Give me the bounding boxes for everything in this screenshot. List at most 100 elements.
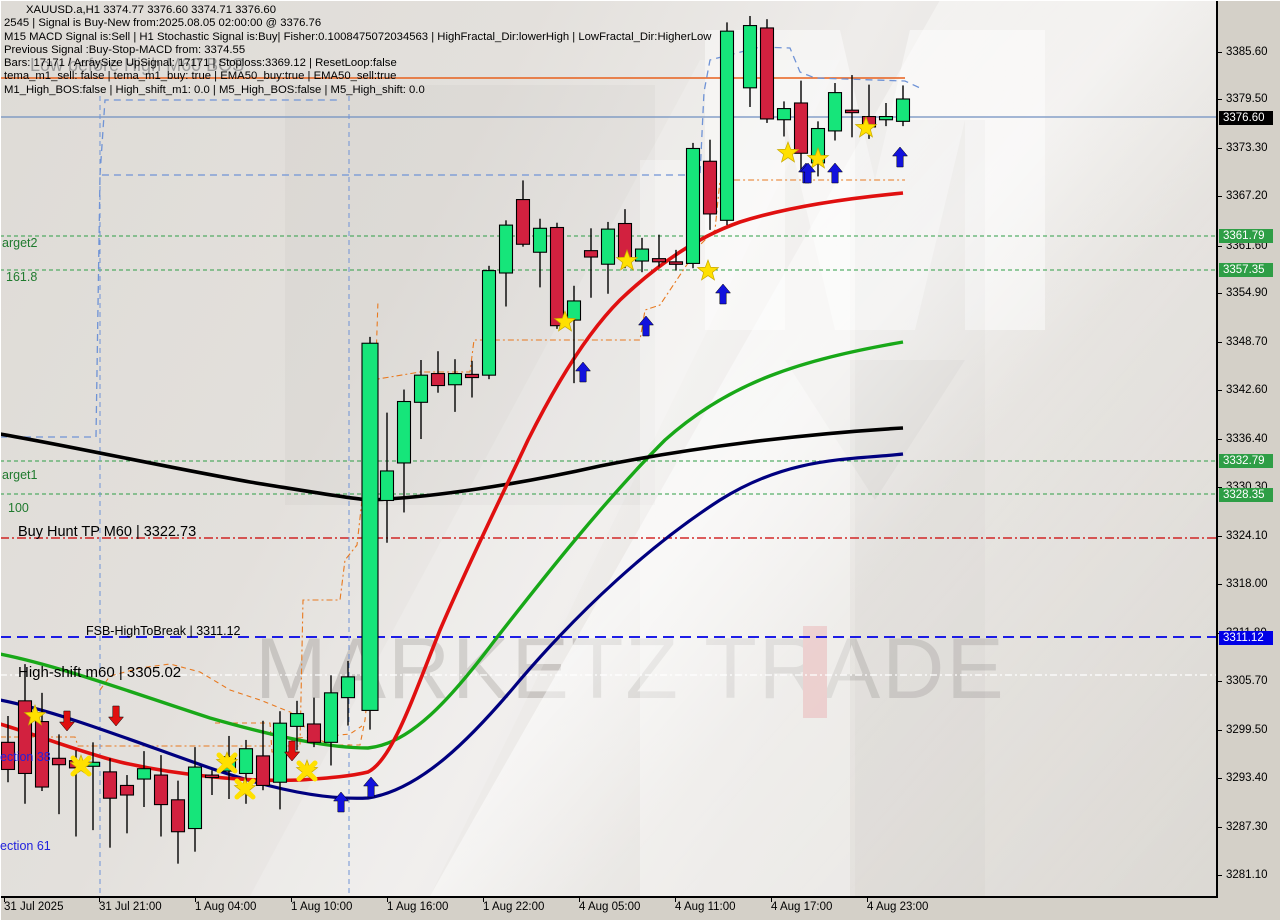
- candle-body[interactable]: [617, 222, 633, 260]
- candle-body[interactable]: [759, 27, 775, 120]
- candle-body[interactable]: [634, 248, 650, 262]
- candle-body[interactable]: [532, 227, 548, 253]
- time-tick: [675, 898, 676, 902]
- buy-arrow-up-icon[interactable]: [362, 776, 380, 798]
- cross-marker-icon[interactable]: [216, 752, 238, 774]
- sell-arrow-down-icon[interactable]: [283, 740, 301, 762]
- candle-body[interactable]: [583, 250, 599, 258]
- candle-body[interactable]: [844, 109, 860, 114]
- price-label-0: 3385.60: [1226, 46, 1268, 58]
- star-marker-icon[interactable]: [806, 146, 830, 169]
- price-tick: [1218, 778, 1222, 779]
- candle-body[interactable]: [515, 199, 531, 245]
- time-tick: [867, 898, 868, 902]
- candle-body[interactable]: [651, 258, 667, 263]
- candle-body[interactable]: [379, 470, 395, 502]
- cross-marker-icon[interactable]: [296, 760, 318, 782]
- candle-body[interactable]: [702, 160, 718, 215]
- price-tick: [1218, 536, 1222, 537]
- candle-body[interactable]: [289, 713, 305, 727]
- candle-body[interactable]: [255, 755, 271, 786]
- chart-plot-area[interactable]: MARKETZ TRADE: [0, 0, 1218, 898]
- time-label-3: 1 Aug 10:00: [291, 901, 353, 913]
- candle-body[interactable]: [34, 721, 50, 788]
- time-label-8: 4 Aug 17:00: [771, 901, 833, 913]
- chart-label-0: arget2: [2, 236, 38, 250]
- candle-body[interactable]: [719, 30, 735, 221]
- price-box-grn-4[interactable]: 3328.35: [1219, 488, 1273, 502]
- candle-body[interactable]: [776, 108, 792, 121]
- candle-body[interactable]: [668, 261, 684, 265]
- candle-body[interactable]: [204, 774, 220, 779]
- candle-body[interactable]: [187, 766, 203, 830]
- buy-arrow-up-icon[interactable]: [714, 283, 732, 305]
- candle-body[interactable]: [51, 757, 67, 766]
- buy-arrow-up-icon[interactable]: [826, 162, 844, 184]
- chart-label-3: 100: [8, 501, 29, 515]
- sell-arrow-down-icon[interactable]: [107, 705, 125, 727]
- cross-marker-icon[interactable]: [234, 778, 256, 800]
- buy-arrow-up-icon[interactable]: [637, 315, 655, 337]
- price-box-grn-3[interactable]: 3332.79: [1219, 454, 1273, 468]
- candle-body[interactable]: [0, 741, 16, 771]
- candle-body[interactable]: [498, 224, 514, 274]
- candle-body[interactable]: [361, 342, 379, 711]
- candle-body[interactable]: [136, 768, 152, 780]
- candle-body[interactable]: [413, 374, 429, 403]
- price-label-13: 3305.70: [1226, 675, 1268, 687]
- candle-body[interactable]: [323, 692, 339, 743]
- price-box-grn-2[interactable]: 3357.35: [1219, 263, 1273, 277]
- buy-arrow-up-icon[interactable]: [799, 162, 817, 184]
- price-scale[interactable]: 3385.60 3379.50 3373.30 3367.20 3361.60 3354.…: [1218, 0, 1280, 896]
- candle-body[interactable]: [600, 228, 616, 265]
- candle-body[interactable]: [685, 147, 701, 264]
- buy-arrow-up-icon[interactable]: [574, 361, 592, 383]
- candle-body[interactable]: [396, 400, 412, 464]
- time-label-6: 4 Aug 05:00: [579, 901, 641, 913]
- price-box-blu-5[interactable]: 3311.12: [1219, 631, 1273, 645]
- candle-body[interactable]: [793, 102, 809, 154]
- candle-body[interactable]: [878, 116, 894, 121]
- price-tick: [1218, 390, 1222, 391]
- candle-body[interactable]: [306, 723, 322, 743]
- candle-body[interactable]: [481, 270, 497, 376]
- candle-body[interactable]: [238, 748, 254, 775]
- candle-body[interactable]: [153, 774, 169, 806]
- star-marker-icon[interactable]: [696, 258, 720, 281]
- price-label-11: 3318.00: [1226, 578, 1268, 590]
- candle-body[interactable]: [549, 226, 565, 327]
- price-tick: [1218, 487, 1222, 488]
- sell-arrow-down-icon[interactable]: [58, 710, 76, 732]
- star-marker-icon[interactable]: [854, 115, 878, 138]
- star-marker-icon[interactable]: [23, 703, 47, 726]
- star-marker-icon[interactable]: [553, 309, 577, 332]
- candle-body[interactable]: [464, 373, 480, 379]
- time-scale[interactable]: 31 Jul 2025 31 Jul 21:00 1 Aug 04:00 1 Aug …: [0, 898, 1216, 920]
- candle-body[interactable]: [170, 799, 186, 833]
- candle-body[interactable]: [340, 676, 356, 699]
- candle-body[interactable]: [447, 373, 463, 386]
- candle-body[interactable]: [895, 98, 911, 122]
- price-box-grn-1[interactable]: 3361.79: [1219, 229, 1273, 243]
- upper-channel-line: [0, 46, 921, 438]
- candle-body[interactable]: [566, 300, 582, 321]
- candle-body[interactable]: [102, 771, 118, 799]
- candle-body[interactable]: [272, 722, 288, 783]
- candle-body[interactable]: [17, 700, 33, 775]
- buy-arrow-up-icon[interactable]: [891, 146, 909, 168]
- candlestick-series[interactable]: [0, 15, 911, 864]
- price-label-15: 3293.40: [1226, 772, 1268, 784]
- price-tick: [1218, 730, 1222, 731]
- star-marker-icon[interactable]: [776, 140, 800, 163]
- candle-body[interactable]: [119, 784, 135, 796]
- star-marker-icon[interactable]: [615, 248, 639, 271]
- candle-body[interactable]: [827, 92, 843, 132]
- price-box-cur-0[interactable]: 3376.60: [1219, 111, 1273, 125]
- candle-body[interactable]: [430, 373, 446, 387]
- candle-body[interactable]: [742, 25, 758, 89]
- time-tick: [579, 898, 580, 902]
- signal-markers[interactable]: [23, 115, 909, 813]
- buy-arrow-up-icon[interactable]: [332, 791, 350, 813]
- cross-marker-icon[interactable]: [70, 755, 92, 777]
